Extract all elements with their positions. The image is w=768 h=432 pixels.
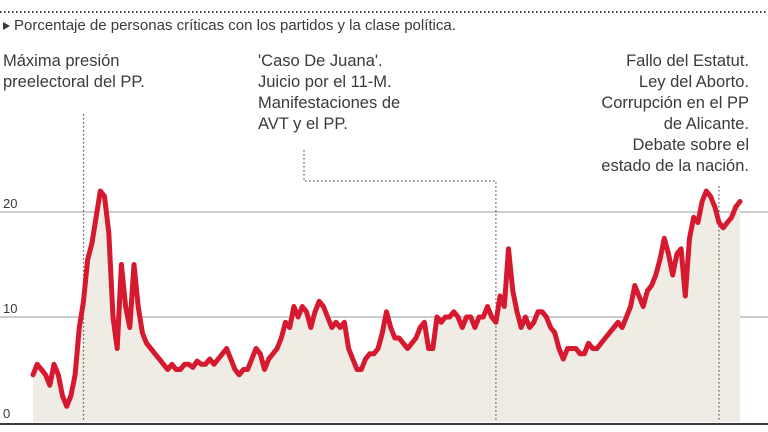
area-fill	[33, 191, 740, 422]
annotation-line: estado de la nación.	[601, 157, 749, 175]
annotation-line: Juicio por el 11-M.	[258, 73, 392, 91]
chart-subtitle: Porcentaje de personas críticas con los …	[14, 17, 456, 34]
y-axis-ticks: 0 10 20	[3, 196, 17, 421]
y-tick-label: 0	[3, 406, 10, 421]
annotation-line: AVT y el PP.	[258, 115, 348, 133]
annotations: Máxima presión preelectoral del PP. 'Caso …	[3, 52, 749, 175]
area-layer	[33, 191, 740, 422]
annotation-line: Debate sobre el	[633, 136, 750, 154]
y-tick-label: 20	[3, 196, 17, 211]
annotation-line: Fallo del Estatut.	[626, 52, 749, 70]
y-tick-label: 10	[3, 301, 17, 316]
annotation-line: Máxima presión	[3, 52, 119, 70]
annotation-line: Ley del Aborto.	[639, 73, 749, 91]
annotation-1: Máxima presión preelectoral del PP.	[3, 52, 145, 91]
line-layer	[30, 188, 743, 409]
annotation-3: Fallo del Estatut. Ley del Aborto. Corrupc…	[601, 52, 749, 175]
annotation-line: Manifestaciones de	[258, 94, 400, 112]
series-line	[30, 188, 743, 409]
annotation-line: preelectoral del PP.	[3, 73, 145, 91]
bullet-marker	[3, 22, 10, 30]
annotation-2: 'Caso De Juana'. Juicio por el 11-M. Manif…	[258, 52, 400, 133]
annotation-line: 'Caso De Juana'.	[258, 52, 383, 70]
annotation-line: de Alicante.	[664, 115, 749, 133]
annotation-leaders	[82, 114, 720, 422]
annotation-line: Corrupción en el PP	[601, 94, 749, 112]
